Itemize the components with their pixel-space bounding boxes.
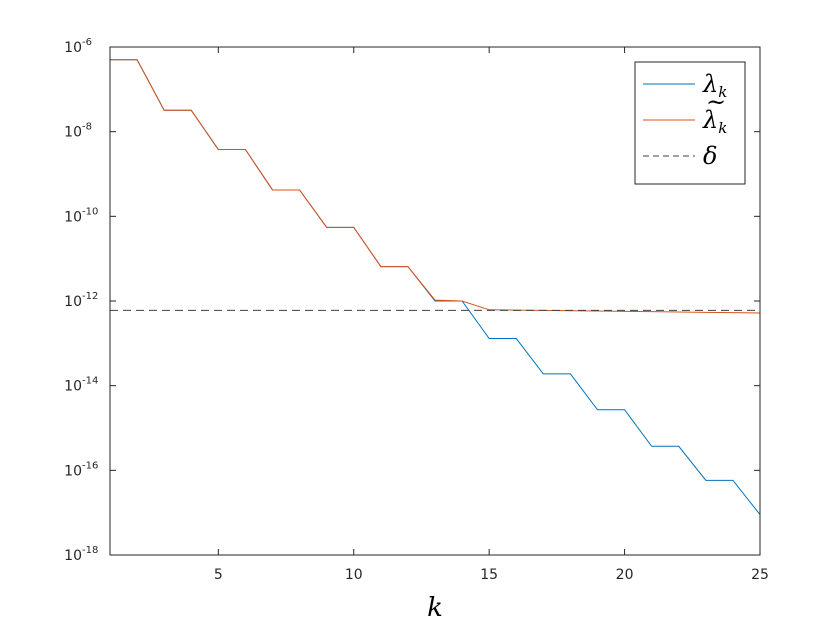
x-tick-label: 15 — [480, 567, 498, 583]
x-tick-label: 25 — [751, 567, 769, 583]
legend-label-subscript: k — [718, 119, 727, 137]
y-tick-label-exponent: -18 — [82, 545, 98, 556]
legend-box — [634, 61, 746, 185]
y-tick-label: 10 — [64, 379, 82, 395]
x-tick-label: 20 — [616, 567, 634, 583]
series-line-1 — [110, 59, 761, 314]
tick-layer: 5 10 15 20 2510-1810-1610-1410-1210-1010-810… — [64, 37, 769, 583]
y-tick-label: 10 — [64, 294, 82, 310]
legend-label-2: δ — [703, 142, 717, 170]
legend-label-0: λk — [702, 70, 727, 101]
y-tick-label: 10 — [64, 463, 82, 479]
x-axis-label: k — [427, 593, 443, 623]
y-tick-label-exponent: -6 — [82, 37, 92, 48]
legend-tilde-1: ~ — [706, 88, 726, 116]
series-layer — [110, 59, 761, 515]
x-tick-label: 10 — [345, 567, 363, 583]
y-tick-label: 10 — [64, 209, 82, 225]
y-tick-label: 10 — [64, 548, 82, 564]
y-tick-label-exponent: -8 — [82, 122, 92, 133]
y-tick-label: 10 — [64, 40, 82, 56]
x-tick-label: 5 — [214, 567, 223, 583]
y-tick-label-exponent: -10 — [82, 206, 98, 217]
legend-label-subscript: k — [718, 83, 727, 101]
y-tick-label-exponent: -12 — [82, 291, 98, 302]
y-tick-label-exponent: -16 — [82, 460, 98, 471]
y-tick-label: 10 — [64, 125, 82, 141]
y-tick-label-exponent: -14 — [82, 376, 98, 387]
